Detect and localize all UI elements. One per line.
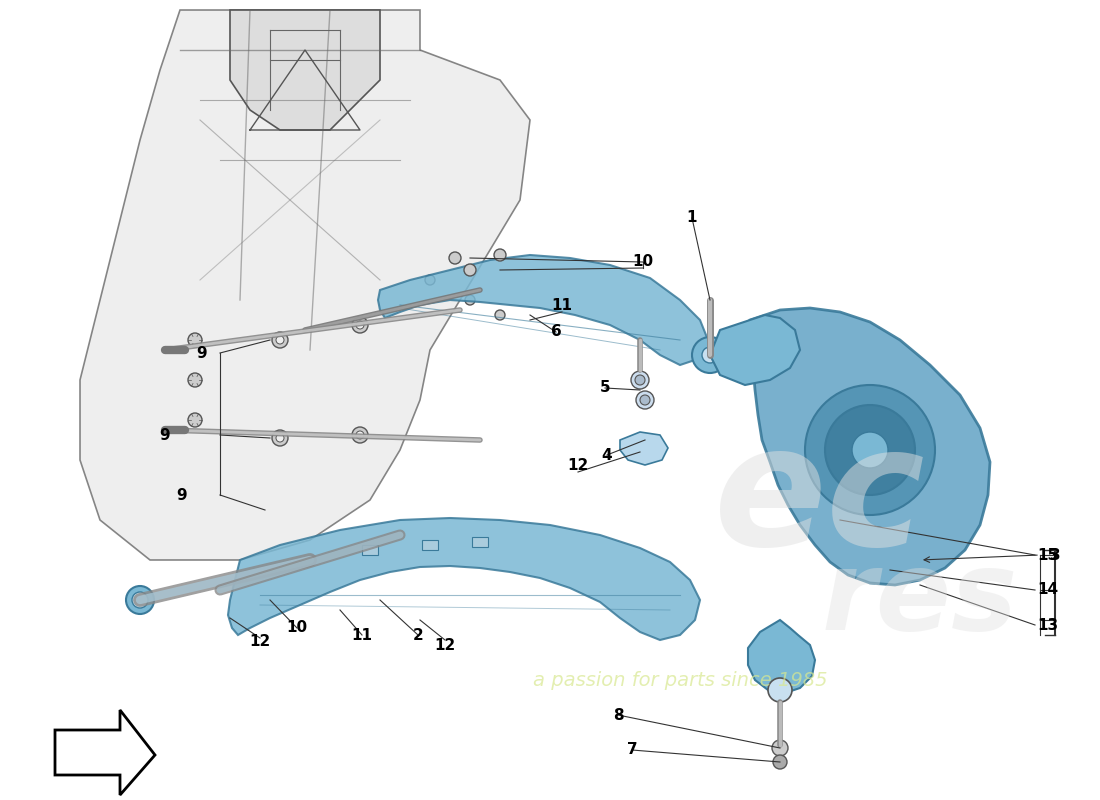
Text: 12: 12 xyxy=(568,458,588,473)
Polygon shape xyxy=(80,10,530,560)
Circle shape xyxy=(635,375,645,385)
Circle shape xyxy=(449,252,461,264)
Polygon shape xyxy=(710,315,800,385)
Polygon shape xyxy=(230,10,380,130)
Circle shape xyxy=(702,347,718,363)
Circle shape xyxy=(495,310,505,320)
Text: 13: 13 xyxy=(1037,618,1058,633)
Circle shape xyxy=(636,391,654,409)
Text: 9: 9 xyxy=(197,346,207,361)
Circle shape xyxy=(640,395,650,405)
Text: 8: 8 xyxy=(613,707,624,722)
Circle shape xyxy=(356,321,364,329)
Polygon shape xyxy=(750,308,990,585)
Bar xyxy=(472,537,488,547)
Circle shape xyxy=(188,333,202,347)
Circle shape xyxy=(126,586,154,614)
Circle shape xyxy=(188,373,202,387)
Circle shape xyxy=(494,249,506,261)
Polygon shape xyxy=(228,518,700,640)
Circle shape xyxy=(356,431,364,439)
Circle shape xyxy=(773,755,786,769)
Circle shape xyxy=(464,264,476,276)
Circle shape xyxy=(272,332,288,348)
Text: 10: 10 xyxy=(632,254,653,270)
Text: 12: 12 xyxy=(250,634,271,650)
Text: res: res xyxy=(822,546,1019,654)
Text: 3: 3 xyxy=(1049,547,1060,562)
Text: 2: 2 xyxy=(412,627,424,642)
Text: 6: 6 xyxy=(551,325,561,339)
Circle shape xyxy=(805,385,935,515)
Circle shape xyxy=(768,678,792,702)
Circle shape xyxy=(188,413,202,427)
Text: 4: 4 xyxy=(602,447,613,462)
Polygon shape xyxy=(748,620,815,693)
Circle shape xyxy=(132,592,148,608)
Text: a passion for parts since 1985: a passion for parts since 1985 xyxy=(532,670,827,690)
Text: 7: 7 xyxy=(627,742,637,758)
Polygon shape xyxy=(55,710,155,795)
Text: 15: 15 xyxy=(1037,547,1058,562)
Circle shape xyxy=(825,405,915,495)
Circle shape xyxy=(276,434,284,442)
Polygon shape xyxy=(378,255,710,365)
Text: 14: 14 xyxy=(1037,582,1058,598)
Text: 1: 1 xyxy=(686,210,697,226)
Circle shape xyxy=(425,275,435,285)
Text: 5: 5 xyxy=(600,381,610,395)
Circle shape xyxy=(852,432,888,468)
Circle shape xyxy=(692,337,728,373)
Text: ec: ec xyxy=(714,418,926,582)
Text: 11: 11 xyxy=(551,298,572,313)
Circle shape xyxy=(276,336,284,344)
Text: 12: 12 xyxy=(434,638,455,653)
Text: 10: 10 xyxy=(286,621,308,635)
Circle shape xyxy=(465,295,475,305)
Bar xyxy=(362,545,378,555)
Polygon shape xyxy=(620,432,668,465)
Circle shape xyxy=(631,371,649,389)
Circle shape xyxy=(272,430,288,446)
Text: 9: 9 xyxy=(177,487,187,502)
Circle shape xyxy=(352,317,368,333)
Text: 11: 11 xyxy=(352,627,373,642)
Circle shape xyxy=(772,740,788,756)
Text: 9: 9 xyxy=(160,427,170,442)
Bar xyxy=(422,540,438,550)
Circle shape xyxy=(352,427,368,443)
